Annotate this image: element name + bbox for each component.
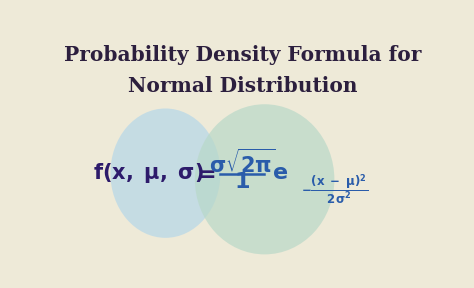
Ellipse shape [195, 104, 334, 254]
Text: $\mathbf{=}$: $\mathbf{=}$ [193, 162, 216, 184]
Text: $\mathbf{1}$: $\mathbf{1}$ [234, 170, 250, 193]
Text: Probability Density Formula for: Probability Density Formula for [64, 45, 421, 65]
Text: $\mathbf{f(x,\ \mu,\ \sigma)}$: $\mathbf{f(x,\ \mu,\ \sigma)}$ [93, 161, 204, 185]
Text: $\mathbf{\sigma\sqrt{2\pi}}$: $\mathbf{\sigma\sqrt{2\pi}}$ [209, 148, 275, 177]
Text: $\mathbf{e}$: $\mathbf{e}$ [272, 162, 288, 184]
Text: Normal Distribution: Normal Distribution [128, 75, 358, 96]
Text: $\mathbf{-\dfrac{(x\ -\ \mu)^2}{2\sigma^2}}$: $\mathbf{-\dfrac{(x\ -\ \mu)^2}{2\sigma^… [301, 173, 368, 207]
Ellipse shape [110, 109, 220, 238]
